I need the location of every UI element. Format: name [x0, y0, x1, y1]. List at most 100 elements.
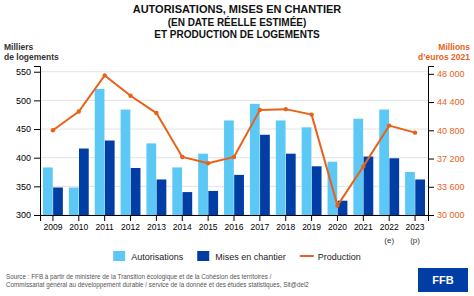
bar [157, 179, 167, 215]
bar-series [43, 89, 415, 215]
marker [128, 94, 132, 98]
tick-mark [104, 215, 105, 221]
tick-mark [428, 74, 434, 75]
tick-mark [34, 186, 40, 187]
marker [51, 128, 55, 132]
tick-mark [311, 215, 312, 221]
tick-mark [78, 215, 79, 221]
bar [224, 120, 234, 215]
marker [387, 123, 391, 127]
tick-label: 300 [16, 210, 31, 220]
tick: 350 [16, 182, 40, 192]
tick-label: 2015 [199, 222, 218, 232]
source-line: Commissariat général au développement du… [6, 281, 309, 289]
tick-label: 2010 [69, 222, 88, 232]
tick-label: 2017 [250, 222, 269, 232]
source-line: Source : FFB à partir de ministère de la… [6, 273, 272, 281]
tick-label: 2019 [302, 222, 321, 232]
tick: 450 [16, 124, 40, 134]
bar [172, 167, 182, 215]
bar [276, 120, 286, 215]
tick-label: 450 [16, 124, 31, 134]
tick-mark [130, 215, 131, 221]
plot-root: 30035040045050055030 00033 60037 20040 8… [16, 67, 465, 233]
legend-swatch [113, 251, 125, 261]
legend-label: Mises en chantier [215, 252, 286, 262]
axis-line [41, 216, 429, 222]
marker [335, 203, 339, 207]
source: Source : FFB à partir de ministère de la… [6, 273, 309, 289]
tick: 550 [16, 67, 40, 77]
bar [146, 143, 156, 215]
tick-mark [428, 187, 434, 188]
tick: 500 [16, 96, 40, 106]
marker [413, 130, 417, 134]
legend-item: Autorisations [113, 251, 184, 262]
bar [105, 141, 115, 216]
legend-item: Mises en chantier [197, 251, 286, 262]
axis-line [34, 67, 41, 216]
marker [258, 108, 262, 112]
line [53, 75, 415, 205]
tick-label: 48 000 [437, 69, 465, 79]
tick: 2009 [43, 215, 62, 232]
tick: 2023 [406, 215, 425, 232]
bar [69, 187, 79, 215]
tick-label: 30 000 [437, 210, 465, 220]
tick: 37 200 [428, 154, 465, 164]
tick-label: 2020 [328, 222, 347, 232]
tick: 2018 [276, 215, 295, 232]
tick: 2016 [225, 215, 244, 232]
bar [208, 191, 218, 215]
tick: 2019 [302, 215, 321, 232]
tick-mark [259, 215, 260, 221]
tick: 2012 [121, 215, 140, 232]
tick-mark [337, 215, 338, 221]
bar [405, 172, 415, 215]
tick-mark [208, 215, 209, 221]
tick-mark [389, 215, 390, 221]
y2-axis-label: Millions [438, 42, 470, 52]
axis-line [429, 67, 435, 216]
tick: 2013 [147, 215, 166, 232]
logo: FFB [418, 268, 468, 292]
marker [102, 73, 106, 77]
bar [234, 175, 244, 215]
tick-label: 2018 [276, 222, 295, 232]
tick: 2010 [69, 215, 88, 232]
marker [284, 107, 288, 111]
tick: 2015 [199, 215, 218, 232]
y-axis: 300 350 400 450 500 550 [16, 67, 41, 221]
tick-label: 33 600 [437, 182, 465, 192]
tick-mark [34, 72, 40, 73]
tick-label: 2013 [147, 222, 166, 232]
tick: 2011 [96, 215, 115, 232]
tick-label: 550 [16, 67, 31, 77]
y2-axis: 30 00033 60037 20040 80044 40048 000 [428, 67, 465, 221]
bar [79, 149, 89, 215]
tick-mark [34, 129, 40, 130]
tick: 30 000 [428, 210, 465, 220]
bar [415, 179, 425, 215]
tick-mark [428, 159, 434, 160]
logo-text: FFB [432, 274, 453, 286]
tick-mark [415, 215, 416, 221]
tick-mark [52, 215, 53, 221]
line-series [51, 73, 418, 208]
bar [43, 167, 53, 215]
tick-label: 500 [16, 96, 31, 106]
marker [206, 161, 210, 165]
tick: 33 600 [428, 182, 465, 192]
chart: AUTORISATIONS, MISES EN CHANTIER(EN DATE… [0, 0, 474, 296]
tick: 2017 [250, 215, 269, 232]
tick-mark [363, 215, 364, 221]
bar [121, 110, 131, 215]
tick: 400 [16, 153, 40, 163]
legend-label: Production [318, 252, 361, 262]
tick-mark [34, 215, 40, 216]
tick-mark [182, 215, 183, 221]
bar [286, 154, 296, 215]
tick-label: 350 [16, 182, 31, 192]
bar [260, 135, 270, 215]
tick-label: 44 400 [437, 97, 465, 107]
